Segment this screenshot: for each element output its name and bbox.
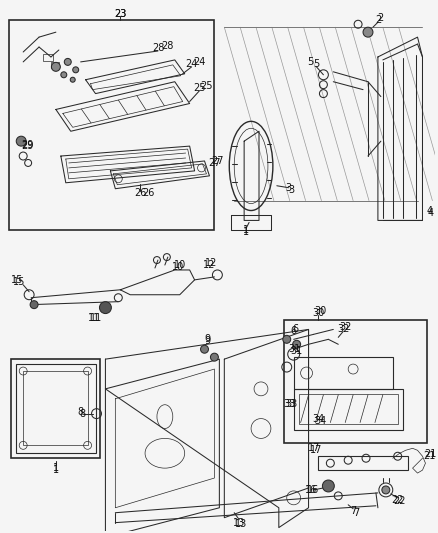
Text: 30: 30 xyxy=(314,305,327,316)
Circle shape xyxy=(210,353,219,361)
Bar xyxy=(318,456,408,470)
Text: 16: 16 xyxy=(305,485,318,495)
Text: 33: 33 xyxy=(283,399,296,409)
Bar xyxy=(284,319,427,443)
Text: 3: 3 xyxy=(289,185,295,195)
Text: 8: 8 xyxy=(78,407,84,417)
Text: 15: 15 xyxy=(11,275,23,285)
Circle shape xyxy=(293,340,300,348)
Text: 24: 24 xyxy=(193,57,206,67)
Circle shape xyxy=(322,480,334,492)
Text: 26: 26 xyxy=(134,188,146,198)
Text: 21: 21 xyxy=(424,449,437,459)
Text: 23: 23 xyxy=(114,10,127,19)
Text: 2: 2 xyxy=(377,13,383,23)
Text: 29: 29 xyxy=(21,140,33,150)
Text: 2: 2 xyxy=(375,15,381,25)
Text: 22: 22 xyxy=(392,495,404,505)
Text: 27: 27 xyxy=(211,156,224,166)
Text: 16: 16 xyxy=(307,485,320,495)
Text: 5: 5 xyxy=(313,59,320,69)
Text: 34: 34 xyxy=(314,416,327,425)
Text: 5: 5 xyxy=(307,57,314,67)
Circle shape xyxy=(61,72,67,78)
Text: 1: 1 xyxy=(243,227,249,237)
Text: 22: 22 xyxy=(393,496,406,506)
Text: 34: 34 xyxy=(312,414,325,424)
Bar xyxy=(16,364,95,453)
Circle shape xyxy=(30,301,38,309)
Text: 8: 8 xyxy=(80,409,86,418)
Text: 13: 13 xyxy=(233,518,245,528)
Text: 15: 15 xyxy=(13,277,25,287)
Text: 7: 7 xyxy=(350,506,356,516)
Bar xyxy=(294,389,403,431)
Text: 13: 13 xyxy=(235,519,247,529)
Bar xyxy=(43,54,53,61)
Text: 27: 27 xyxy=(208,158,221,168)
Circle shape xyxy=(51,62,60,71)
Bar xyxy=(51,62,59,68)
Text: 11: 11 xyxy=(88,312,101,322)
Text: 6: 6 xyxy=(291,326,297,336)
Text: 32: 32 xyxy=(337,325,350,334)
Circle shape xyxy=(201,345,208,353)
Text: 1: 1 xyxy=(53,463,59,473)
Text: 28: 28 xyxy=(152,43,164,53)
Text: 4: 4 xyxy=(427,207,434,217)
Text: 1: 1 xyxy=(243,225,249,236)
Circle shape xyxy=(283,335,291,343)
Text: 28: 28 xyxy=(162,41,174,51)
Text: 1: 1 xyxy=(53,465,59,475)
Text: 23: 23 xyxy=(114,10,127,19)
Text: 24: 24 xyxy=(185,59,198,69)
Text: 4: 4 xyxy=(426,206,432,215)
Circle shape xyxy=(73,67,79,73)
Text: 3: 3 xyxy=(286,183,292,193)
Text: 7: 7 xyxy=(353,508,359,518)
Text: 30: 30 xyxy=(312,308,325,318)
Text: 17: 17 xyxy=(308,443,321,453)
Text: 26: 26 xyxy=(142,188,154,198)
Bar xyxy=(11,359,100,458)
Text: 9: 9 xyxy=(205,334,211,344)
Circle shape xyxy=(99,302,111,313)
Text: 17: 17 xyxy=(310,445,323,455)
Bar xyxy=(299,394,398,424)
Text: 29: 29 xyxy=(21,141,33,151)
Bar xyxy=(294,357,393,389)
Text: 12: 12 xyxy=(203,260,215,270)
Circle shape xyxy=(64,59,71,66)
Text: 9: 9 xyxy=(205,336,211,346)
Text: 25: 25 xyxy=(200,80,213,91)
Circle shape xyxy=(70,77,75,82)
Text: 25: 25 xyxy=(193,83,206,93)
Text: 33: 33 xyxy=(286,399,298,409)
Circle shape xyxy=(16,136,26,146)
Text: 10: 10 xyxy=(173,260,186,270)
Bar xyxy=(9,20,215,230)
Text: 31: 31 xyxy=(289,344,301,354)
Circle shape xyxy=(363,27,373,37)
Text: 21: 21 xyxy=(423,451,436,461)
Text: 11: 11 xyxy=(90,312,102,322)
Bar xyxy=(23,371,88,446)
Text: 31: 31 xyxy=(290,346,303,356)
Text: 32: 32 xyxy=(339,322,351,333)
Text: 10: 10 xyxy=(172,262,184,272)
Circle shape xyxy=(382,486,390,494)
Text: 12: 12 xyxy=(205,258,218,268)
Text: 6: 6 xyxy=(293,325,299,334)
